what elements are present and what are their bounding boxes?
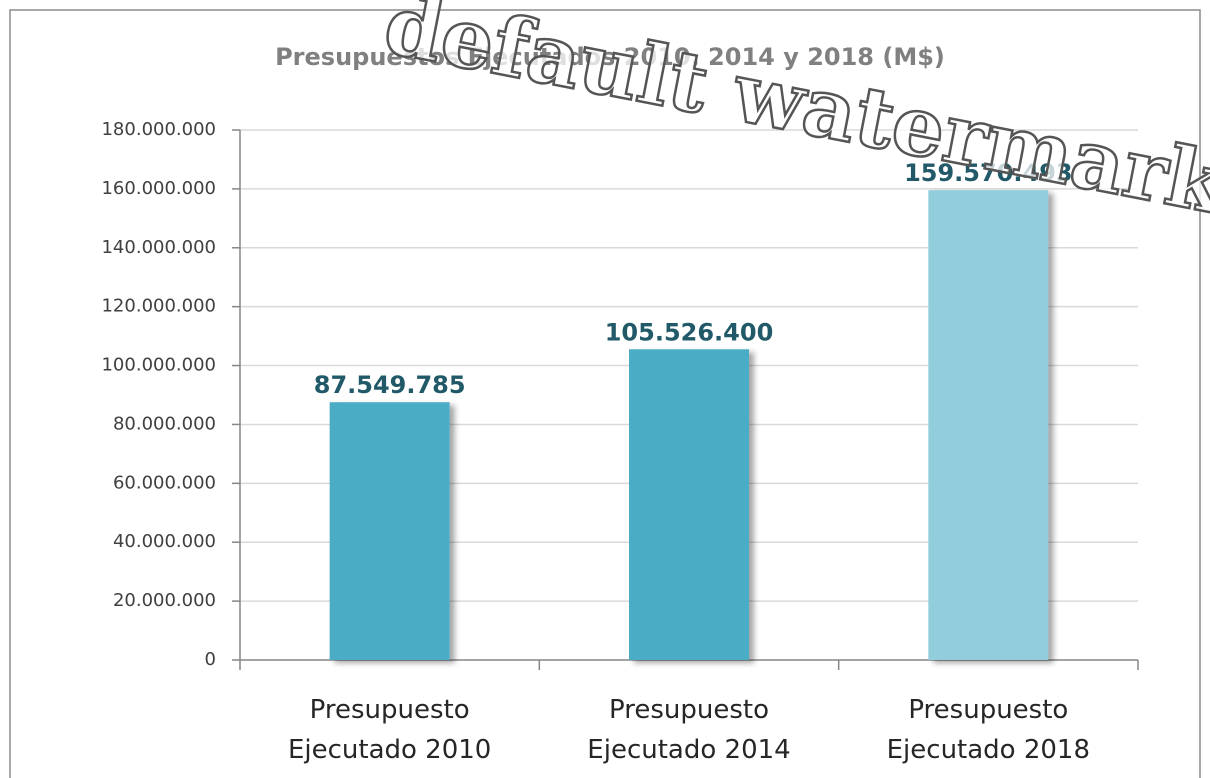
y-tick-label: 140.000.000 <box>101 237 216 258</box>
y-tick-label: 180.000.000 <box>101 119 216 140</box>
y-tick-label: 40.000.000 <box>113 531 216 552</box>
y-tick-label: 0 <box>205 649 216 670</box>
y-tick-label: 80.000.000 <box>113 413 216 434</box>
data-label: 87.549.785 <box>314 371 466 399</box>
bar <box>329 402 450 660</box>
y-tick-label: 100.000.000 <box>101 355 216 376</box>
bar <box>928 190 1049 660</box>
chart-title: Presupuestos Ejecutados 2010, 2014 y 201… <box>275 43 945 71</box>
x-tick-label: Presupuesto Ejecutado 2010 <box>288 695 491 765</box>
y-tick-label: 160.000.000 <box>101 178 216 199</box>
bar <box>629 349 749 660</box>
data-label: 159.570.493 <box>904 159 1073 187</box>
y-tick-label: 60.000.000 <box>113 472 216 493</box>
y-tick-label: 120.000.000 <box>101 296 216 317</box>
x-tick-label: Presupuesto Ejecutado 2018 <box>887 695 1090 765</box>
data-label: 105.526.400 <box>605 318 774 346</box>
y-tick-label: 20.000.000 <box>113 590 216 611</box>
x-tick-label: Presupuesto Ejecutado 2014 <box>587 695 790 765</box>
